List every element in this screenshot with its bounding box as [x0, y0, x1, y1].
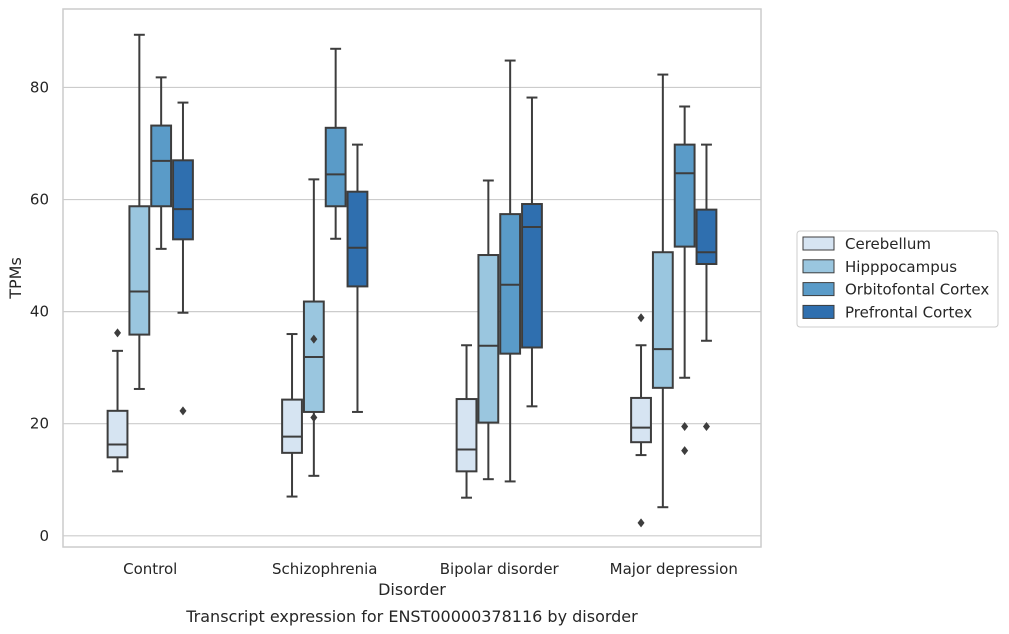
box-cerebellum — [106, 328, 129, 473]
legend-swatch — [802, 304, 835, 319]
plot-frame — [62, 8, 762, 548]
box-body — [651, 251, 674, 389]
y-tick-label: 80 — [30, 78, 49, 96]
x-tick-labels: Control Schizophrenia Bipolar disorder Majo… — [123, 560, 738, 578]
box-cerebellum — [630, 313, 652, 528]
box-body — [521, 203, 543, 349]
outlier-point — [702, 422, 710, 432]
legend-label: Prefrontal Cortex — [845, 303, 972, 321]
box-body — [673, 143, 696, 248]
box-body — [477, 254, 500, 424]
box-body — [346, 190, 369, 288]
box-hipppocampus — [302, 178, 325, 477]
plot-area-background — [63, 9, 761, 547]
y-tick-labels: 0 20 40 60 80 — [30, 78, 49, 544]
outlier-point — [179, 406, 187, 416]
box-orbitofontal-cortex — [324, 47, 347, 240]
y-axis-label: TPMs — [6, 257, 25, 300]
legend-swatch — [802, 259, 835, 274]
box-prefrontal-cortex — [521, 96, 543, 408]
box-orbitofontal-cortex — [150, 76, 173, 250]
y-tick-label: 60 — [30, 191, 49, 209]
legend-swatch — [802, 282, 835, 297]
y-tick-label: 40 — [30, 303, 49, 321]
x-axis-label: Disorder — [378, 580, 446, 599]
box-body — [106, 409, 129, 459]
box-hipppocampus — [477, 179, 500, 481]
outlier-point — [114, 328, 122, 338]
legend-label: Orbitofontal Cortex — [845, 281, 989, 299]
outlier-point — [310, 334, 318, 344]
box-orbitofontal-cortex — [499, 59, 522, 483]
box-body — [281, 398, 303, 454]
x-tick-label: Bipolar disorder — [440, 560, 560, 578]
box-prefrontal-cortex — [695, 143, 718, 432]
box-hipppocampus — [128, 33, 151, 390]
box-body — [128, 205, 151, 336]
chart-caption: Transcript expression for ENST0000037811… — [185, 607, 638, 626]
box-body — [455, 398, 478, 473]
x-tick-label: Control — [123, 560, 177, 578]
legend-frame — [796, 230, 999, 328]
outlier-point — [310, 413, 318, 423]
box-body — [150, 124, 173, 208]
x-tick-label: Schizophrenia — [272, 560, 377, 578]
box-prefrontal-cortex — [172, 101, 194, 416]
box-body — [630, 396, 652, 444]
legend-label: Hipppocampus — [845, 258, 957, 276]
box-body — [695, 208, 718, 265]
box-body — [172, 159, 194, 241]
box-cerebellum — [281, 333, 303, 498]
legend-swatch — [802, 236, 835, 251]
box-body — [324, 126, 347, 208]
box-orbitofontal-cortex — [673, 105, 696, 456]
box-cerebellum — [455, 344, 478, 499]
outlier-point — [637, 518, 645, 528]
x-tick-label: Major depression — [610, 560, 738, 578]
y-tick-label: 20 — [30, 415, 49, 433]
y-tick-label: 0 — [39, 527, 49, 545]
box-hipppocampus — [651, 73, 674, 509]
outlier-point — [681, 422, 689, 432]
outlier-point — [681, 446, 689, 456]
outlier-point — [637, 313, 645, 323]
box-prefrontal-cortex — [346, 143, 369, 413]
legend-label: Cerebellum — [845, 235, 931, 253]
legend: Cerebellum Hipppocampus Orbitofontal Corte… — [796, 230, 999, 328]
box-layer — [106, 33, 718, 528]
